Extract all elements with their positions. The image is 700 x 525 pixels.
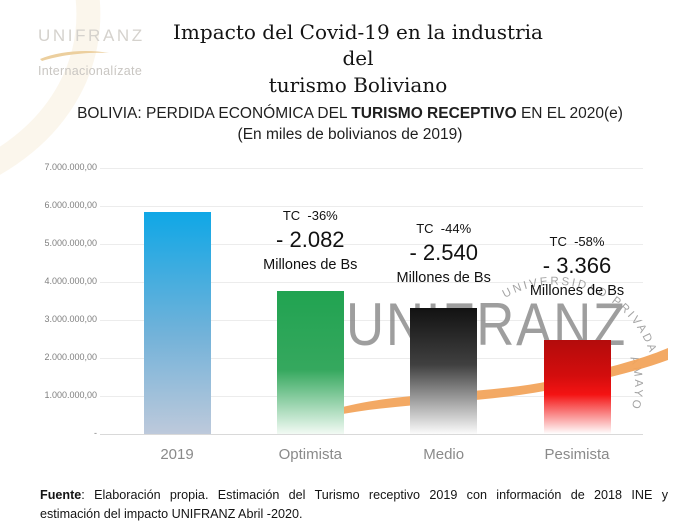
- chart-title-pre: BOLIVIA: PERDIDA ECONÓMICA DEL: [77, 105, 352, 122]
- y-tick-label: 4.000.000,00: [44, 276, 97, 286]
- gridline: [100, 358, 643, 359]
- loss-unit-label: Millones de Bs: [263, 257, 358, 273]
- y-axis: 7.000.000,00 6.000.000,00 5.000.000,00 4.00…: [28, 162, 97, 438]
- bar-optimista: [276, 291, 344, 434]
- chart-subtitle: (En miles de bolivianos de 2019): [237, 125, 463, 143]
- loss-unit-label: Millones de Bs: [529, 283, 625, 299]
- gridline: [100, 244, 643, 245]
- y-tick-label: 5.000.000,00: [44, 238, 97, 248]
- slide-title-line2: turismo Boliviano: [268, 72, 448, 97]
- chart-title: BOLIVIA: PERDIDA ECONÓMICA DEL TURISMO R…: [0, 104, 700, 125]
- y-tick-label: 1.000.000,00: [44, 390, 97, 400]
- tc-percent-label: TC -44%: [416, 221, 472, 236]
- chart-title-bold: TURISMO RECEPTIVO: [351, 105, 517, 122]
- y-tick-label: 3.000.000,00: [44, 314, 97, 324]
- category-label: Pesimista: [544, 446, 610, 463]
- source-text: : Elaboración propia. Estimación del Tur…: [81, 488, 668, 502]
- bar-pesimista: [543, 340, 611, 434]
- loss-unit-label: Millones de Bs: [396, 270, 491, 286]
- logo-brand-text: UNIFRANZ: [38, 26, 145, 45]
- gridline: [100, 206, 643, 207]
- tc-percent-label: TC -58%: [549, 234, 605, 249]
- bar-medio: [410, 308, 478, 434]
- loss-annotation: TC -58% - 3.366 Millones de Bs: [489, 233, 665, 301]
- source-note: Fuente: Elaboración propia. Estimación d…: [40, 486, 668, 524]
- gridline: [100, 282, 643, 283]
- y-tick-label: 6.000.000,00: [44, 200, 97, 210]
- loss-amount-label: - 3.366: [542, 253, 612, 278]
- source-note-line1: Fuente: Elaboración propia. Estimación d…: [40, 486, 668, 505]
- slide-title: Impacto del Covid-19 en la industria del…: [166, 19, 550, 98]
- loss-amount-label: - 2.540: [409, 240, 478, 265]
- y-tick-label: -: [94, 428, 97, 438]
- category-label: 2019: [160, 446, 194, 463]
- category-label: Medio: [423, 446, 465, 463]
- gridline: [100, 320, 643, 321]
- tc-percent-label: TC -36%: [282, 208, 338, 223]
- y-tick-label: 7.000.000,00: [44, 162, 97, 172]
- slide-title-line1: Impacto del Covid-19 en la industria del: [173, 20, 543, 71]
- category-label: Optimista: [278, 446, 342, 463]
- loss-amount-label: - 2.082: [276, 227, 345, 252]
- watermark-swoosh-icon: [332, 348, 668, 416]
- gridline: [100, 168, 643, 169]
- y-tick-label: 2.000.000,00: [44, 352, 97, 362]
- bar-2019: [143, 212, 211, 434]
- logo-swoosh-icon: [40, 51, 109, 61]
- source-note-line2: estimación del impacto UNIFRANZ Abril -2…: [40, 506, 303, 521]
- gridline: [100, 396, 643, 397]
- loss-annotation: TC -36% - 2.082 Millones de Bs: [222, 207, 398, 275]
- unifranz-logo: UNIFRANZ Internacionalízate: [38, 26, 145, 78]
- loss-annotation: TC -44% - 2.540 Millones de Bs: [356, 220, 532, 288]
- source-label: Fuente: [40, 488, 82, 502]
- x-axis-category-row: 2019 Optimista Medio Pesimista: [100, 446, 643, 466]
- logo-tagline: Internacionalízate: [38, 64, 143, 78]
- chart-title-block: BOLIVIA: PERDIDA ECONÓMICA DEL TURISMO R…: [0, 104, 700, 146]
- chart-title-post: EN EL 2020(e): [516, 105, 623, 122]
